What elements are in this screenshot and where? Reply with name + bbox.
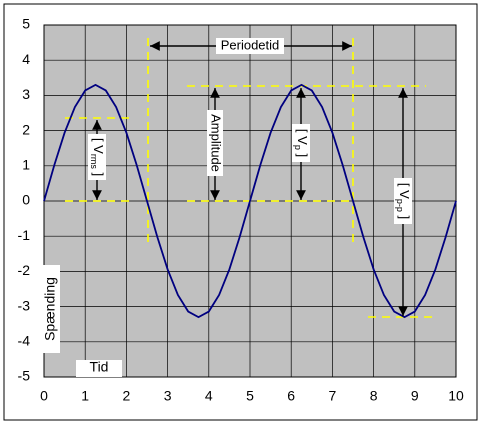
x-tick-label: 8 (370, 388, 378, 404)
y-tick-label: 2 (22, 121, 30, 137)
y-axis-label: Spænding (42, 277, 58, 341)
y-tick-label: 5 (22, 16, 30, 32)
y-tick-label: 3 (22, 86, 30, 102)
label-box (88, 134, 106, 180)
vpp-label: [ Vp-p ] (395, 183, 412, 219)
label-box (394, 178, 412, 224)
x-axis-label: Tid (90, 359, 109, 375)
reference-lines (65, 38, 432, 318)
y-tick-label: -3 (18, 297, 31, 313)
label-box (292, 124, 310, 162)
label-box (42, 265, 60, 353)
label-box (207, 110, 223, 176)
sine-curve (43, 83, 457, 319)
x-tick-label: 10 (448, 388, 464, 404)
vp-label: [ Vp ] (293, 129, 310, 157)
label-box (216, 38, 284, 54)
x-tick-label: 5 (246, 388, 254, 404)
y-tick-label: 1 (22, 157, 30, 173)
x-tick-label: 4 (205, 388, 213, 404)
y-tick-label: -5 (18, 368, 31, 384)
x-tick-label: 7 (329, 388, 337, 404)
y-tick-label: -1 (18, 227, 31, 243)
vrms-label: [ Vrms ] (89, 138, 106, 176)
x-tick-label: 3 (164, 388, 172, 404)
amplitude-label: Amplitude (209, 114, 224, 172)
x-tick-label: 1 (81, 388, 89, 404)
x-tick-label: 0 (40, 388, 48, 404)
y-tick-label: -4 (18, 333, 31, 349)
label-box (76, 360, 122, 377)
x-tick-label: 6 (287, 388, 295, 404)
y-tick-label: 0 (22, 192, 30, 208)
x-tick-label: 2 (123, 388, 131, 404)
y-tick-label: -2 (18, 262, 31, 278)
period-label: Periodetid (221, 37, 280, 52)
y-tick-label: 4 (22, 51, 30, 67)
x-tick-label: 9 (411, 388, 419, 404)
